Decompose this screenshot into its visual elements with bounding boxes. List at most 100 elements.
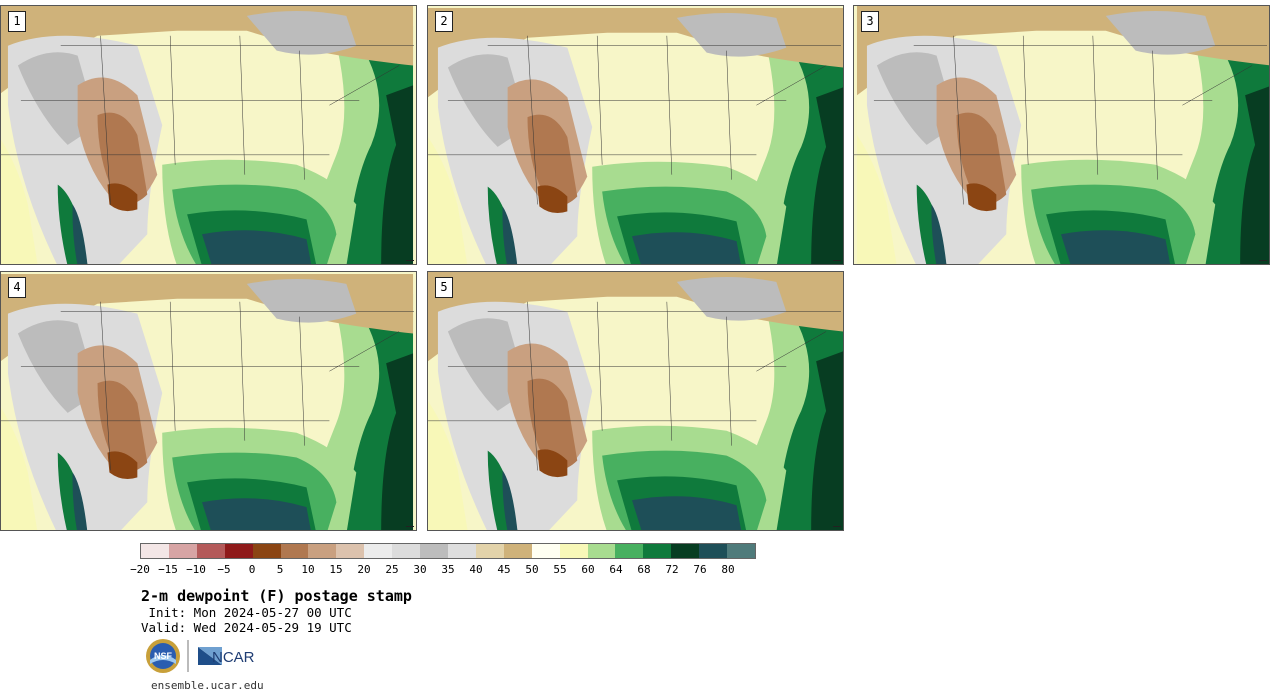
ncar-logo: NCAR: [198, 647, 255, 666]
valid-time: Valid: Wed 2024-05-29 19 UTC: [141, 620, 352, 635]
svg-text:NSF: NSF: [154, 651, 173, 661]
colorbar-tick-label: 64: [609, 563, 623, 576]
map-field-region: [1240, 86, 1269, 264]
dewpoint-map: [854, 6, 1269, 264]
colorbar-tick-label: 5: [276, 563, 284, 576]
map-field-region: [1, 407, 38, 530]
colorbar-tick-label: 10: [301, 563, 315, 576]
map-boundary-line: [756, 331, 827, 372]
map-field-region: [1105, 10, 1216, 55]
map-boundary-line: [1182, 65, 1253, 106]
map-field-region: [632, 496, 742, 530]
colorbar-segment: [141, 544, 169, 558]
colorbar-tick-label: 50: [525, 563, 539, 576]
map-boundary-line: [299, 50, 305, 180]
logos: NSF NCAR: [146, 639, 255, 673]
map-field-region: [447, 54, 528, 147]
map-field-region: [931, 204, 947, 264]
colorbar-segment: [168, 544, 197, 558]
colorbar-tick-label: 35: [441, 563, 455, 576]
map-field-region: [537, 185, 568, 214]
colorbar-tick-label: −15: [158, 563, 178, 576]
colorbar-tick-label: 15: [329, 563, 343, 576]
map-boundary-line: [169, 301, 176, 431]
map-field-region: [527, 114, 578, 206]
colorbar-tick-label: 72: [665, 563, 679, 576]
colorbar-segment: [224, 544, 253, 558]
colorbar-segment: [196, 544, 225, 558]
map-boundary-line: [953, 35, 964, 205]
map-field-region: [72, 204, 88, 264]
map-field-region: [97, 380, 148, 472]
colorbar-segment: [671, 544, 700, 558]
colorbar-tick-label: 25: [385, 563, 399, 576]
svg-text:NCAR: NCAR: [212, 649, 255, 666]
map-scale-mark: [406, 260, 414, 261]
map-field-region: [502, 470, 518, 530]
panel-number: 1: [8, 11, 26, 32]
map-boundary-line: [666, 301, 673, 441]
colorbar-segment: [447, 544, 476, 558]
colorbar-segment: [392, 544, 421, 558]
map-boundary-line: [527, 301, 538, 471]
dewpoint-map: [1, 6, 416, 264]
map-boundary-line: [666, 35, 673, 175]
colorbar-segment: [643, 544, 672, 558]
colorbar-ticks: −20 −15 −10 −5 0 5 10 15 20 25 30 35 40 45 50 55 60 64 68 7…: [130, 563, 756, 577]
panel-number: 3: [861, 11, 879, 32]
map-scale-mark: [406, 526, 414, 527]
colorbar-segment: [699, 544, 728, 558]
map-field-region: [811, 87, 843, 264]
map-field-region: [428, 401, 468, 530]
map-field-region: [966, 183, 997, 212]
map-boundary-line: [299, 316, 305, 446]
map-panel-5: 5: [427, 271, 844, 531]
map-field-region: [876, 52, 957, 145]
map-field-region: [537, 449, 568, 478]
map-field-region: [107, 451, 138, 480]
map-boundary-line: [596, 35, 603, 165]
colorbar-tick-label: 76: [693, 563, 707, 576]
map-field-region: [956, 112, 1007, 204]
map-panel-4: 4: [0, 271, 417, 531]
map-boundary-line: [329, 331, 400, 372]
map-boundary-line: [1022, 35, 1029, 165]
colorbar-segment: [252, 544, 281, 558]
map-field-region: [246, 10, 357, 55]
colorbar-segment: [475, 544, 504, 558]
map-field-region: [381, 353, 414, 530]
map-field-region: [447, 318, 528, 411]
map-panel-2: 2: [427, 5, 844, 265]
map-boundary-line: [329, 65, 400, 106]
map-field-region: [502, 206, 518, 264]
colorbar-tick-label: 30: [413, 563, 427, 576]
map-scale-mark: [833, 260, 841, 261]
colorbar-segment: [531, 544, 560, 558]
colorbar-segment: [503, 544, 532, 558]
colorbar-tick-label: 20: [357, 563, 371, 576]
colorbar-segment: [364, 544, 393, 558]
map-field-region: [632, 232, 741, 264]
footer-url: ensemble.ucar.edu: [151, 679, 264, 692]
colorbar-tick-label: 80: [721, 563, 735, 576]
map-boundary-line: [100, 301, 111, 471]
chart-title: 2-m dewpoint (F) postage stamp: [141, 587, 412, 605]
colorbar-segment: [420, 544, 448, 558]
map-field-region: [72, 472, 88, 530]
panel-number: 2: [435, 11, 453, 32]
colorbar-tick-label: −20: [130, 563, 150, 576]
nsf-logo: NSF: [146, 639, 180, 673]
map-field-region: [527, 378, 578, 470]
colorbar-segment: [559, 544, 588, 558]
colorbar-tick-label: 40: [469, 563, 483, 576]
map-field-region: [811, 351, 843, 530]
map-boundary-line: [239, 35, 246, 175]
colorbar-tick-label: 0: [248, 563, 256, 576]
map-scale-mark: [833, 526, 841, 527]
colorbar-segment: [308, 544, 337, 558]
colorbar-segment: [280, 544, 309, 558]
colorbar-segment: [336, 544, 365, 558]
map-boundary-line: [527, 35, 538, 205]
dewpoint-map: [428, 6, 843, 264]
init-time: Init: Mon 2024-05-27 00 UTC: [141, 605, 352, 620]
